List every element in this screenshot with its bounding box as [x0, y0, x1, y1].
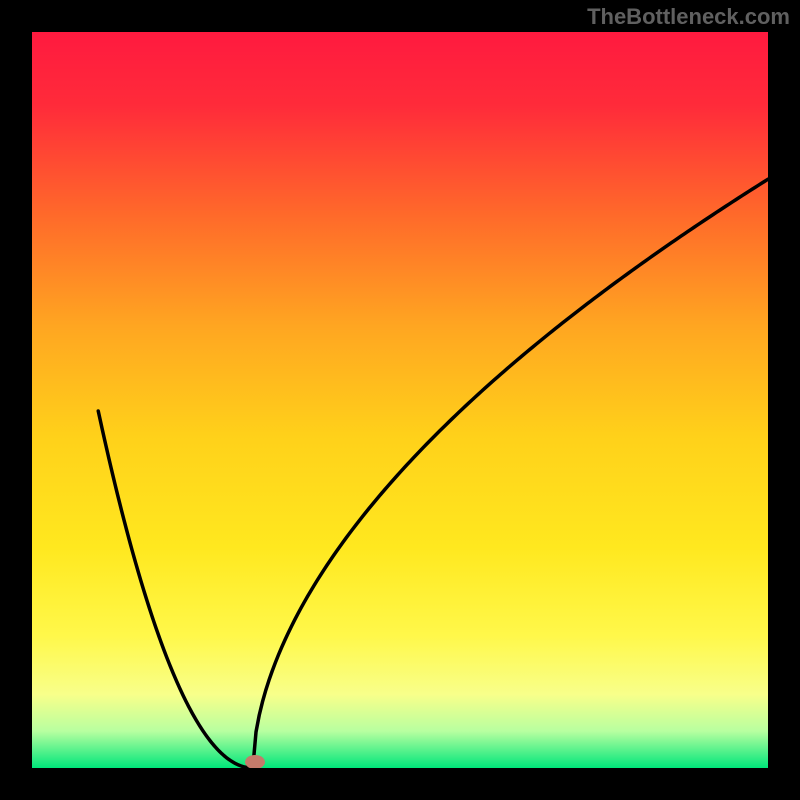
plot-area	[32, 32, 768, 768]
minimum-marker	[245, 755, 265, 768]
bottleneck-curve	[32, 32, 768, 768]
chart-container: TheBottleneck.com	[0, 0, 800, 800]
watermark: TheBottleneck.com	[587, 4, 790, 30]
